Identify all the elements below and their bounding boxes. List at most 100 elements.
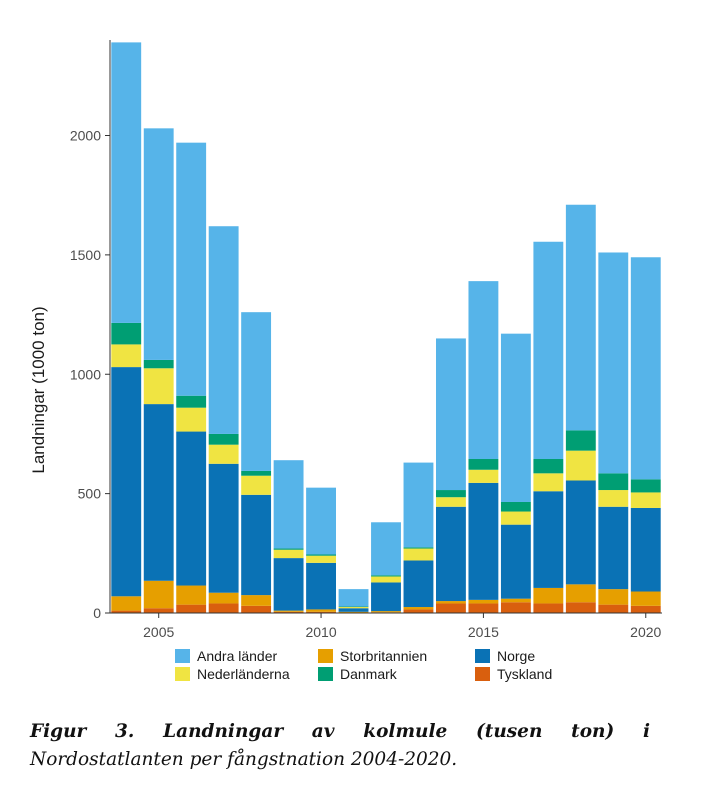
x-tick-label: 2005 xyxy=(143,624,174,640)
bar-segment xyxy=(468,599,499,604)
figure-caption: Figur 3. Landningar av kolmule (tusen to… xyxy=(30,718,650,774)
bar-stack-2007 xyxy=(208,226,239,613)
bar-segment xyxy=(565,602,596,613)
bar-segment xyxy=(565,430,596,451)
bar-segment xyxy=(273,549,304,559)
y-tick-label: 1500 xyxy=(70,247,101,263)
bar-segment xyxy=(143,608,174,613)
bar-stack-2010 xyxy=(306,487,336,613)
bar-stack-2014 xyxy=(436,338,466,613)
bar-segment xyxy=(306,609,336,612)
bar-segment xyxy=(338,611,369,613)
bar-segment xyxy=(436,506,466,602)
bar-segment xyxy=(598,589,629,605)
bar-segment xyxy=(208,226,239,434)
bar-segment xyxy=(565,204,596,431)
bar-segment xyxy=(500,501,531,512)
bar-stack-2005 xyxy=(143,128,174,613)
bar-segment xyxy=(306,555,336,563)
bar-segment xyxy=(273,548,304,550)
bar-segment xyxy=(500,598,531,603)
legend-item: Andra länder xyxy=(175,648,278,664)
legend-swatch xyxy=(475,649,490,663)
bars xyxy=(111,42,661,613)
bar-stack-2008 xyxy=(241,312,272,613)
x-tick-label: 2010 xyxy=(305,624,336,640)
bar-segment xyxy=(436,490,466,498)
bar-stack-2019 xyxy=(598,252,629,613)
bar-segment xyxy=(565,480,596,585)
legend-swatch xyxy=(318,649,333,663)
bar-segment xyxy=(241,595,272,606)
bar-segment xyxy=(533,603,564,613)
bar-segment xyxy=(338,607,369,609)
bar-segment xyxy=(371,522,401,576)
chart: 0 500 1000 1500 2000 2005 2010 2015 2020 Landnin… xyxy=(29,40,662,682)
legend-label: Nederländerna xyxy=(197,666,290,682)
bar-segment xyxy=(436,497,466,507)
bar-segment xyxy=(436,601,466,604)
bar-segment xyxy=(306,554,336,556)
bar-segment xyxy=(143,580,174,609)
legend-swatch xyxy=(475,667,490,681)
y-axis-title: Landningar (1000 ton) xyxy=(29,306,48,473)
bar-segment xyxy=(241,470,272,476)
bar-segment xyxy=(436,338,466,491)
bar-segment xyxy=(306,611,336,613)
bar-segment xyxy=(500,511,531,525)
bar-segment xyxy=(208,463,239,593)
bar-segment xyxy=(533,459,564,474)
bar-stack-2020 xyxy=(630,257,661,613)
bar-segment xyxy=(143,128,174,360)
legend-swatch xyxy=(175,667,190,681)
legend-label: Andra länder xyxy=(197,648,278,664)
bar-segment xyxy=(111,596,142,611)
bar-segment xyxy=(371,575,401,577)
bar-segment xyxy=(241,605,272,613)
bar-segment xyxy=(306,562,336,610)
bar-segment xyxy=(306,487,336,555)
bar-stack-2012 xyxy=(371,522,401,613)
legend-swatch xyxy=(318,667,333,681)
bar-segment xyxy=(111,322,142,345)
axes: 0 500 1000 1500 2000 2005 2010 2015 2020 xyxy=(70,40,662,640)
bar-segment xyxy=(208,592,239,604)
bar-segment xyxy=(241,312,272,471)
bar-segment xyxy=(630,507,661,592)
bar-segment xyxy=(338,608,369,612)
bar-segment xyxy=(371,576,401,583)
bar-segment xyxy=(630,257,661,480)
bar-segment xyxy=(241,475,272,495)
y-tick-label: 0 xyxy=(93,605,101,621)
bar-segment xyxy=(273,610,304,612)
bar-segment xyxy=(111,344,142,368)
bar-segment xyxy=(533,587,564,604)
caption-line-1: Figur 3. Landningar av kolmule (tusen to… xyxy=(30,721,650,742)
legend-label: Norge xyxy=(497,648,535,664)
bar-segment xyxy=(403,560,434,608)
bar-segment xyxy=(403,547,434,549)
bar-segment xyxy=(241,494,272,596)
bar-segment xyxy=(598,473,629,491)
legend-item: Norge xyxy=(475,648,535,664)
bar-segment xyxy=(111,610,142,613)
bar-segment xyxy=(468,603,499,613)
bar-segment xyxy=(111,367,142,597)
bar-segment xyxy=(533,473,564,492)
bar-segment xyxy=(208,603,239,613)
bar-stack-2017 xyxy=(533,241,564,613)
legend: Andra länder Nederländerna Storbritannien D… xyxy=(175,648,552,682)
bar-segment xyxy=(468,459,499,470)
bar-segment xyxy=(176,431,207,586)
bar-segment xyxy=(533,491,564,588)
bar-segment xyxy=(273,611,304,613)
bar-segment xyxy=(598,252,629,474)
bar-segment xyxy=(436,603,466,613)
bar-segment xyxy=(403,462,434,548)
bar-segment xyxy=(176,604,207,613)
bar-segment xyxy=(565,584,596,603)
bar-segment xyxy=(371,611,401,613)
bar-segment xyxy=(176,395,207,408)
legend-item: Tyskland xyxy=(475,666,552,682)
y-tick-label: 1000 xyxy=(70,366,101,382)
